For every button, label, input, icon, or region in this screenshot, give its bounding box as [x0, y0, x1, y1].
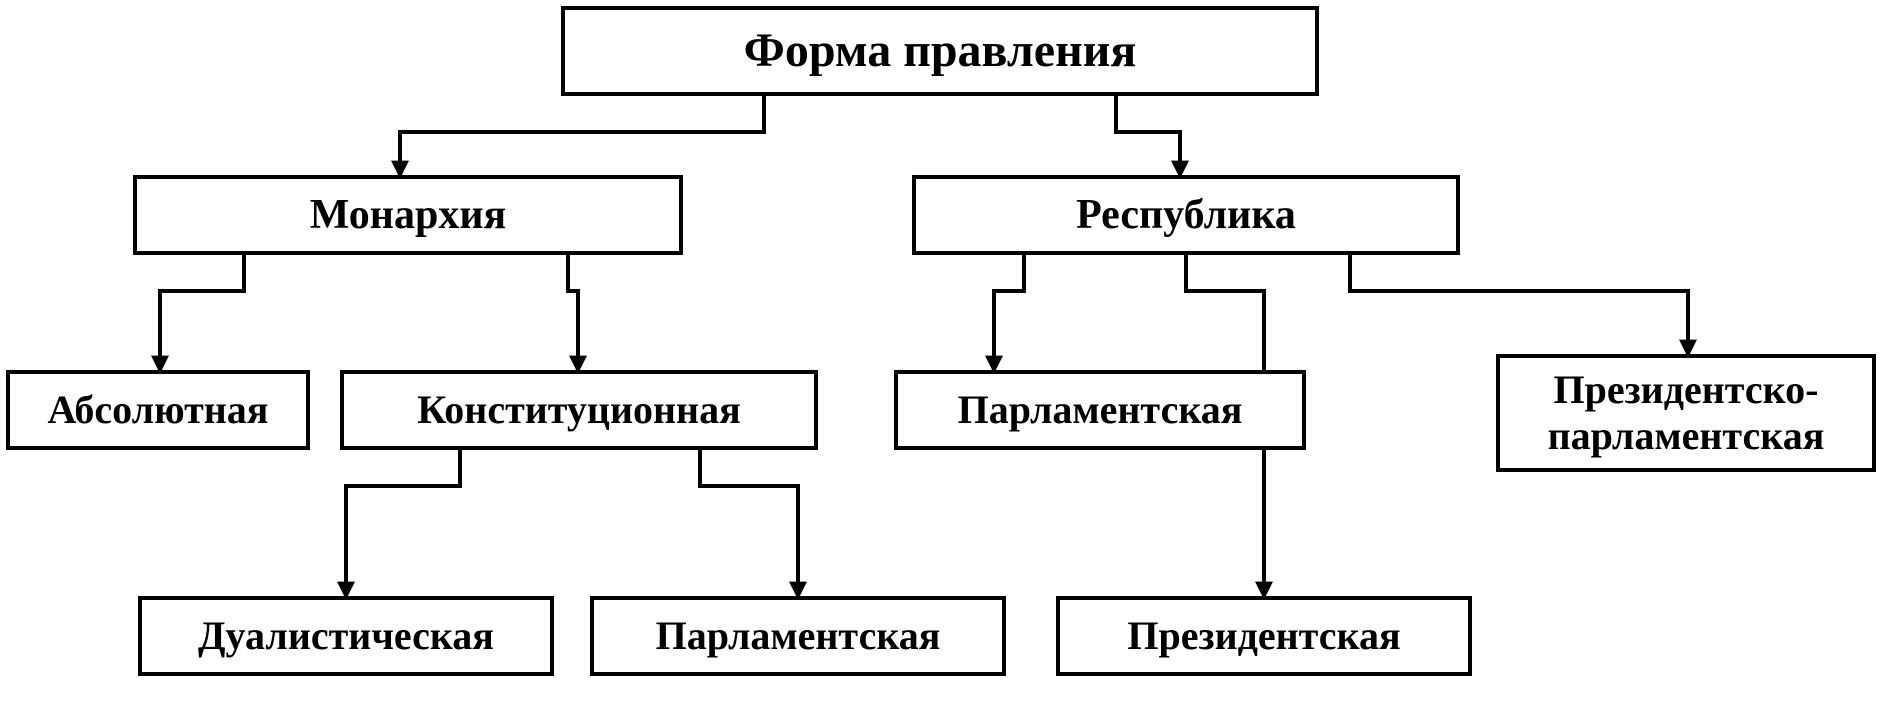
node-label: Дуалистическая — [198, 613, 494, 659]
edge-republic-parliamentary_rep — [994, 255, 1024, 370]
node-monarchy: Монархия — [133, 175, 683, 255]
node-label: Абсолютная — [48, 387, 269, 433]
node-label: Форма правления — [744, 23, 1137, 78]
node-label: Президентско- парламентская — [1548, 367, 1825, 459]
node-constitutional: Конституционная — [340, 370, 818, 450]
edge-root-republic — [1116, 96, 1180, 175]
node-parliamentary_rep: Парламентская — [894, 370, 1306, 450]
edge-constitutional-dualistic — [346, 450, 460, 596]
node-label: Президентская — [1127, 613, 1400, 659]
node-label: Республика — [1076, 191, 1296, 239]
node-label: Конституционная — [417, 387, 740, 433]
node-dualistic: Дуалистическая — [138, 596, 554, 676]
node-root: Форма правления — [561, 6, 1319, 96]
node-label: Монархия — [310, 191, 507, 239]
node-presidential_parl: Президентско- парламентская — [1496, 354, 1876, 472]
node-parliamentary_mon: Парламентская — [590, 596, 1006, 676]
node-absolute: Абсолютная — [6, 370, 310, 450]
edge-monarchy-absolute — [160, 255, 244, 370]
edge-monarchy-constitutional — [568, 255, 578, 370]
node-label: Парламентская — [958, 387, 1243, 433]
edge-constitutional-parliamentary_mon — [700, 450, 798, 596]
node-label: Парламентская — [656, 613, 941, 659]
diagram-stage: Форма правления Монархия Республика Абсолют… — [0, 0, 1881, 719]
node-republic: Республика — [912, 175, 1460, 255]
node-presidential: Президентская — [1056, 596, 1472, 676]
edge-republic-presidential_parl — [1350, 255, 1688, 354]
edge-root-monarchy — [400, 96, 764, 175]
